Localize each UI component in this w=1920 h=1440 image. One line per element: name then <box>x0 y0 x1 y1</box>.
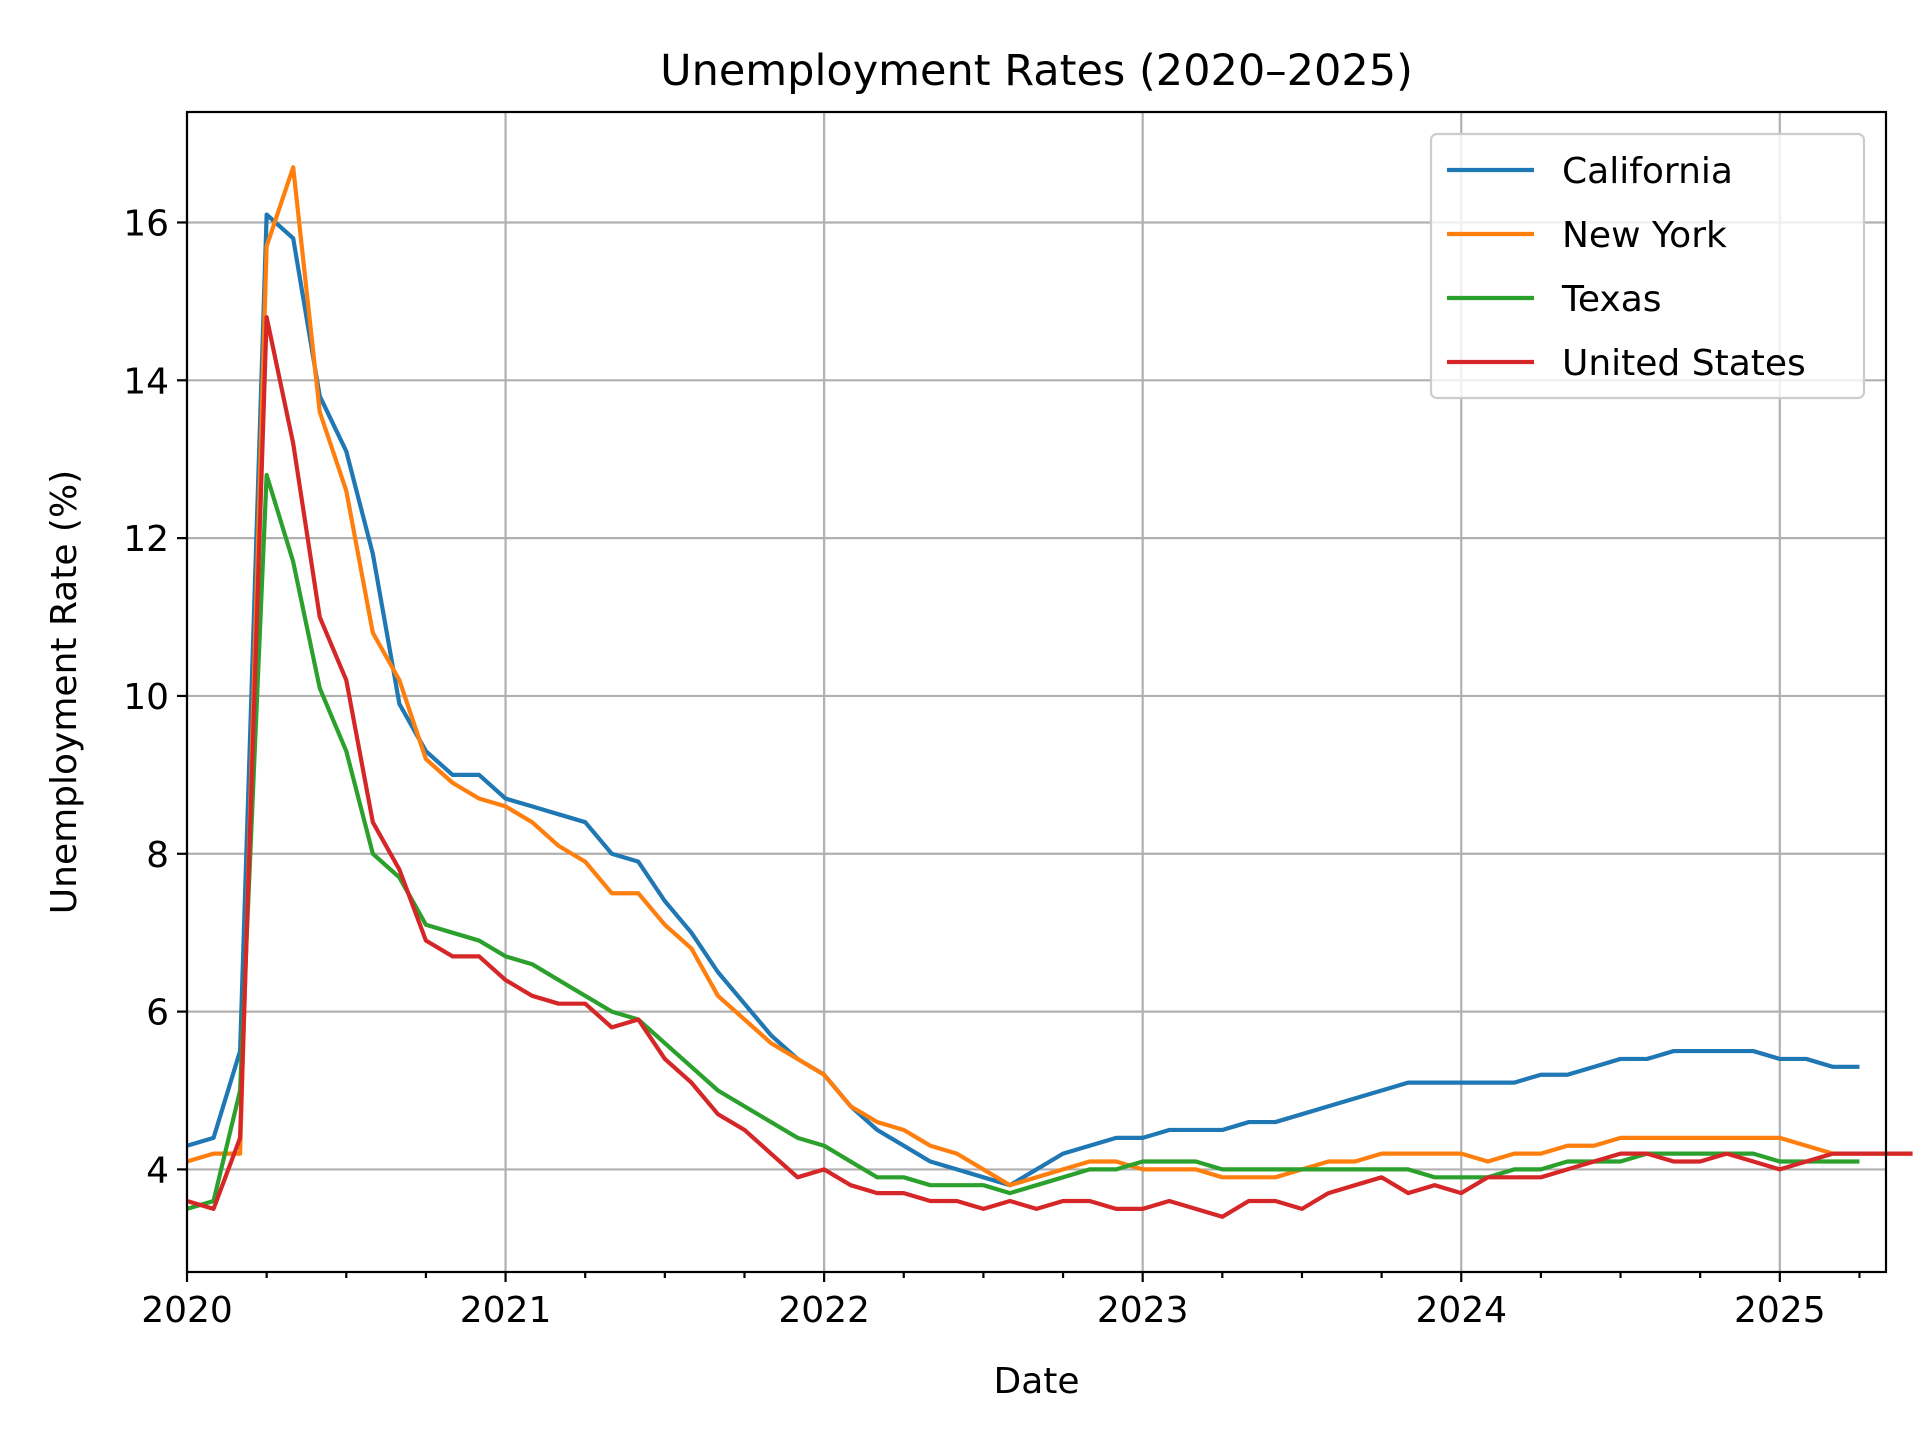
axis-ticks: 4 6 8 10 12 14 16 2020 2021 2022 2023 2024 2025 <box>123 203 1861 1331</box>
legend-label-texas: Texas <box>1561 279 1662 320</box>
y-tick-label: 10 <box>123 677 169 718</box>
y-tick-label: 14 <box>123 361 169 402</box>
series-line-united-states <box>186 315 1913 1219</box>
y-axis-label: Unemployment Rate (%) <box>44 470 85 914</box>
y-tick-label: 12 <box>123 519 169 560</box>
x-tick-label: 2024 <box>1415 1290 1507 1331</box>
legend-label-united-states: United States <box>1562 343 1806 384</box>
legend-label-new-york: New York <box>1562 215 1727 256</box>
legend: California New York Texas United States <box>1429 132 1866 400</box>
x-axis-label: Date <box>993 1361 1079 1402</box>
series-line-texas <box>186 472 1860 1211</box>
legend-box <box>1429 132 1866 400</box>
series-lines <box>186 165 1913 1219</box>
x-tick-label: 2025 <box>1734 1290 1826 1331</box>
chart-title: Unemployment Rates (2020–2025) <box>660 46 1413 96</box>
legend-label-california: California <box>1562 151 1733 192</box>
x-tick-label: 2021 <box>460 1290 552 1331</box>
plot-frame <box>185 110 1888 1274</box>
y-tick-label: 16 <box>123 203 169 244</box>
y-tick-label: 8 <box>146 835 169 876</box>
x-tick-label: 2020 <box>141 1290 233 1331</box>
y-tick-label: 4 <box>146 1150 169 1191</box>
series-line-california <box>186 212 1860 1188</box>
x-tick-label: 2023 <box>1097 1290 1189 1331</box>
series-line-new-york <box>186 165 1913 1188</box>
y-tick-label: 6 <box>146 993 169 1034</box>
x-tick-label: 2022 <box>778 1290 870 1331</box>
